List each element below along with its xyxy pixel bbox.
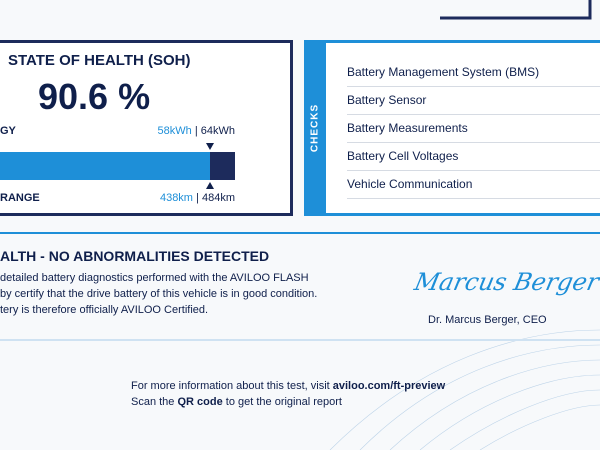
range-label: RANGE	[0, 192, 40, 204]
signer: Dr. Marcus Berger, CEO	[428, 314, 547, 326]
range-values: 438km | 484km	[160, 192, 235, 204]
result-line: detailed battery diagnostics performed w…	[0, 272, 309, 284]
soh-value: 90.6 %	[38, 76, 151, 117]
range-total: 484km	[201, 192, 235, 204]
footer-link[interactable]: aviloo.com/ft-preview	[332, 380, 446, 392]
soh-bar	[0, 143, 235, 189]
check-item: Battery Management System (BMS)	[347, 58, 600, 87]
check-item: Battery Cell Voltages	[347, 142, 600, 171]
result-title: ALTH - NO ABNORMALITIES DETECTED	[0, 248, 270, 264]
check-item: Vehicle Communication	[347, 170, 600, 199]
result-line: by certify that the drive battery of thi…	[0, 288, 318, 300]
energy-total: 64kWh	[200, 125, 235, 137]
signature: Marcus Berger	[412, 268, 600, 296]
footer-text: Scan the	[131, 396, 175, 408]
soh-panel	[0, 40, 293, 216]
footer-line2: Scan the QR code to get the original rep…	[131, 396, 342, 408]
soh-title: STATE OF HEALTH (SOH)	[8, 52, 191, 69]
energy-current: 58kWh	[157, 125, 192, 137]
checks-band	[304, 40, 326, 216]
footer-line1: For more information about this test, vi…	[131, 380, 445, 392]
result-line: tery is therefore officially AVILOO Cert…	[0, 304, 209, 316]
qr-code-text: QR code	[177, 396, 223, 408]
checks-panel	[304, 40, 600, 216]
separator: |	[194, 125, 198, 137]
check-item: Battery Measurements	[347, 114, 600, 143]
separator: |	[196, 192, 199, 204]
checks-title: CHECKS	[309, 103, 321, 153]
range-current: 438km	[159, 192, 193, 204]
footer-text: For more information about this test, vi…	[131, 380, 330, 392]
footer-text: to get the original report	[225, 396, 342, 408]
check-item: Battery Sensor	[347, 86, 600, 115]
energy-label: GY	[0, 125, 16, 137]
energy-values: 58kWh | 64kWh	[158, 125, 235, 137]
